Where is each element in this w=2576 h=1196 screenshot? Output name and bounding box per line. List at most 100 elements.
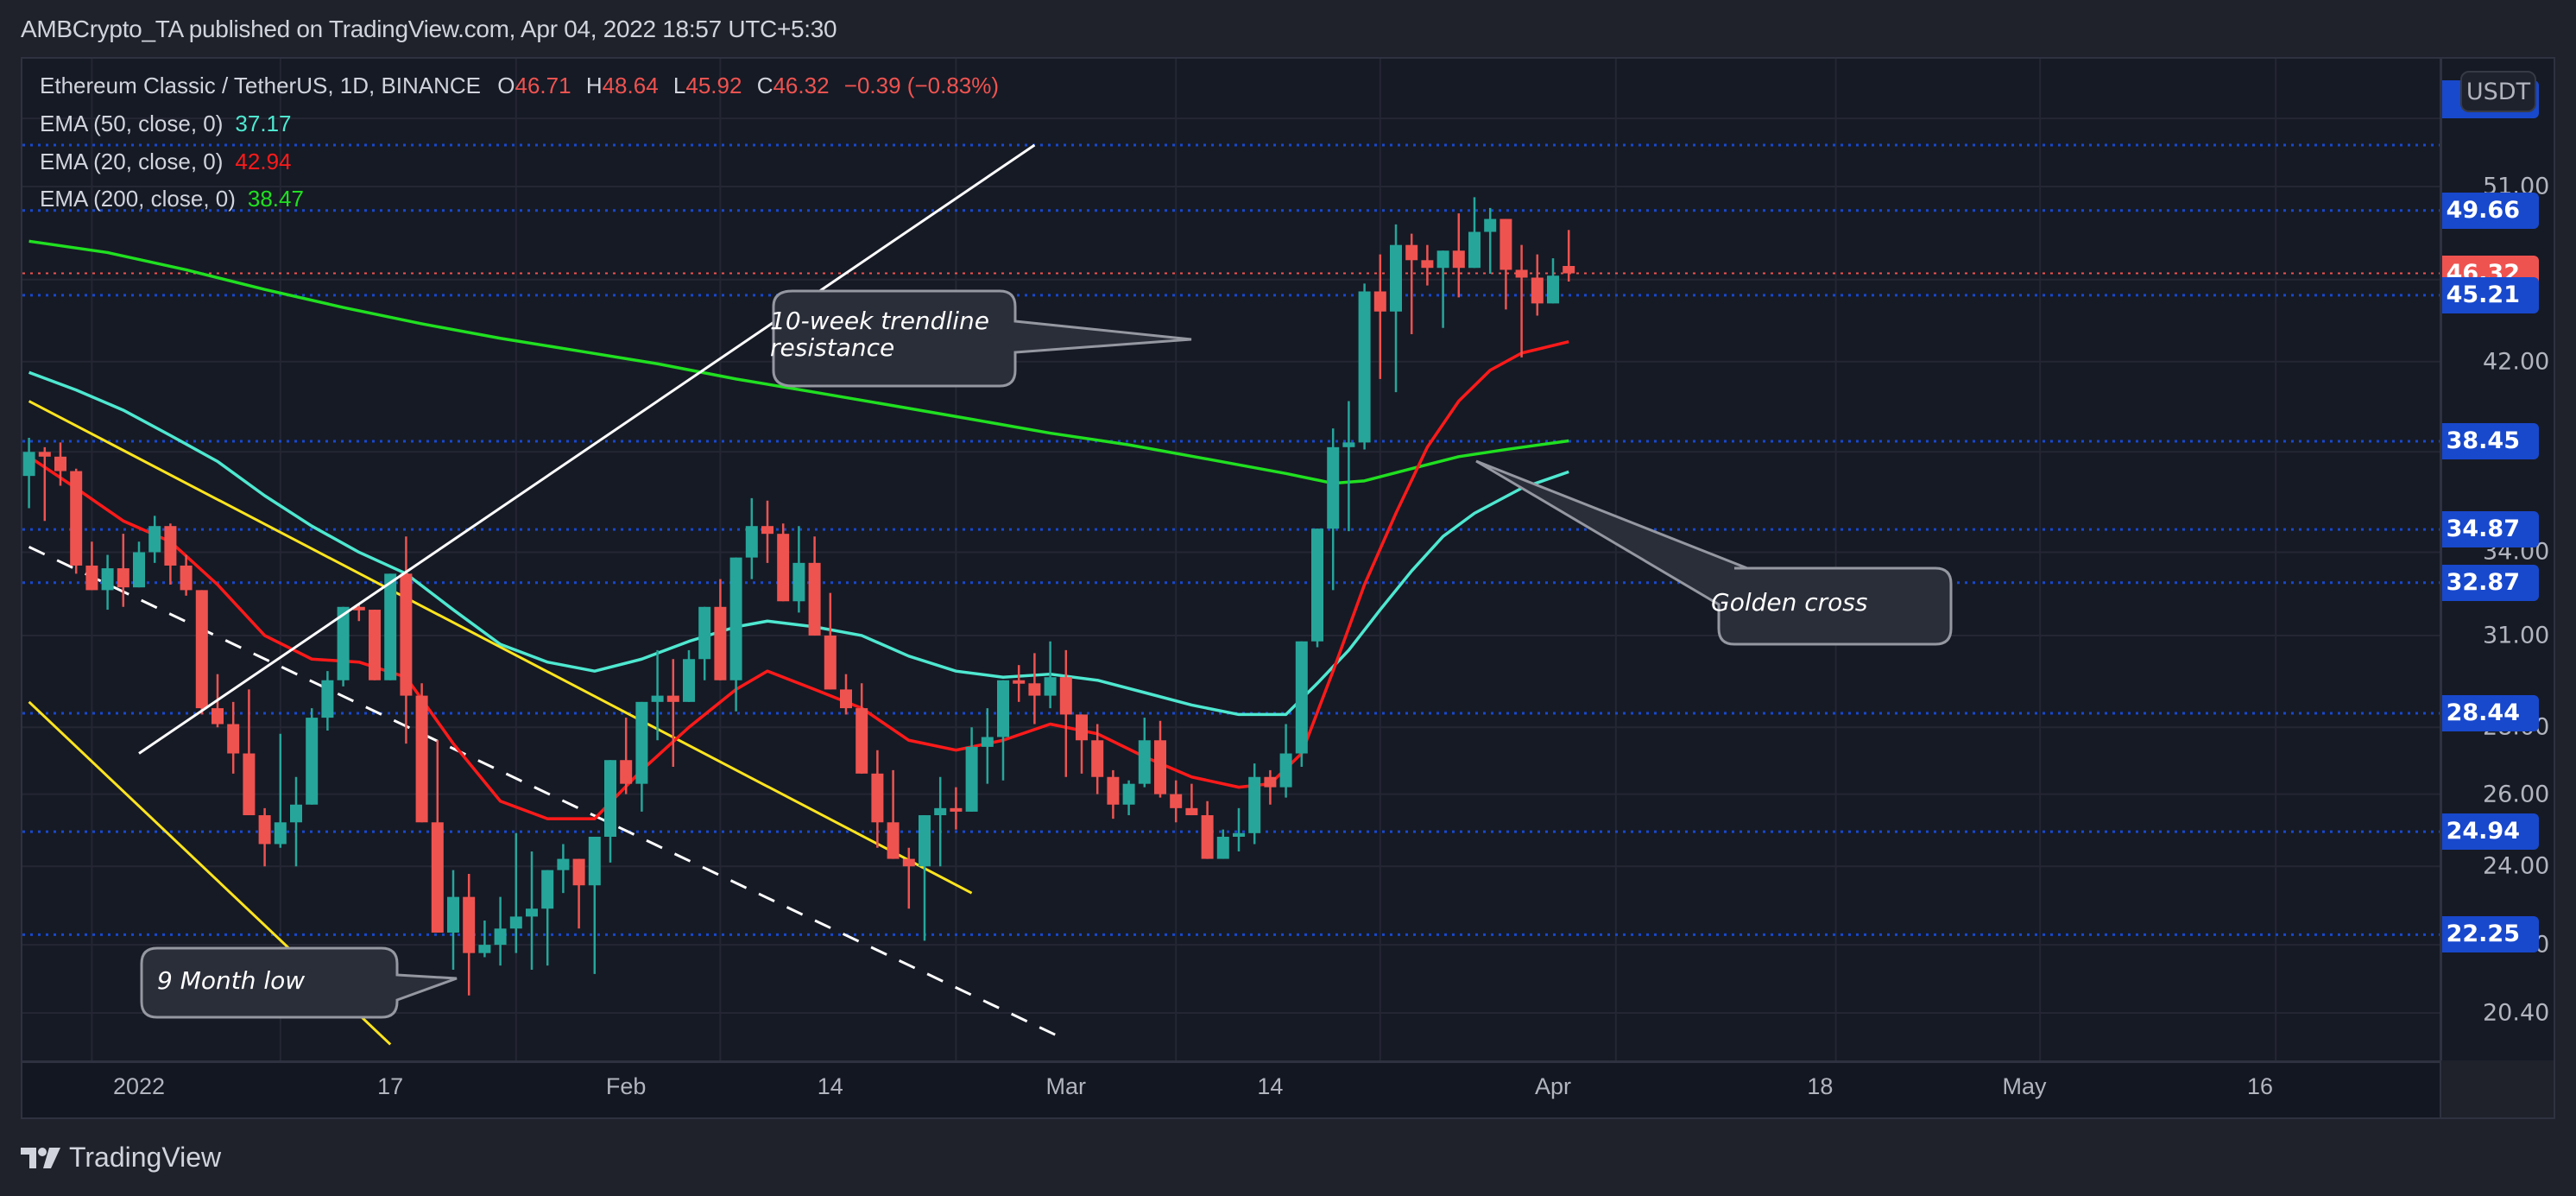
candle-body bbox=[965, 746, 978, 812]
candle-body bbox=[463, 896, 476, 953]
candle-body bbox=[274, 822, 287, 845]
candle-body bbox=[1500, 218, 1512, 270]
trendline-resistance bbox=[138, 143, 1036, 755]
channel-upper-line bbox=[28, 400, 973, 895]
level-price-badge: 32.87 bbox=[2442, 564, 2539, 601]
indicator-label: EMA (200, close, 0) bbox=[40, 186, 236, 212]
candle-body bbox=[871, 773, 884, 823]
candle-body bbox=[369, 610, 381, 680]
candle-body bbox=[212, 708, 224, 725]
candle-body bbox=[321, 680, 334, 718]
time-tick: May bbox=[2002, 1073, 2047, 1099]
price-tick: 26.00 bbox=[2483, 781, 2550, 808]
price-change: −0.39 (−0.83%) bbox=[843, 73, 1000, 98]
candle-body bbox=[683, 659, 695, 702]
indicator-value: 37.17 bbox=[235, 111, 292, 136]
ohlc-high: 48.64 bbox=[602, 73, 659, 98]
candle-body bbox=[1515, 269, 1528, 278]
tradingview-brand: TradingView bbox=[69, 1142, 222, 1173]
candle-body bbox=[1373, 291, 1386, 312]
time-tick: Mar bbox=[1045, 1073, 1087, 1099]
candle-body bbox=[698, 606, 711, 660]
time-axis[interactable]: 2022 17 Feb 14 Mar 14 Apr 18 May 16 bbox=[22, 1060, 2440, 1117]
candle-body bbox=[1216, 836, 1229, 859]
candle-body bbox=[85, 565, 98, 591]
candle-body bbox=[777, 534, 790, 602]
level-price-badge: 38.45 bbox=[2442, 423, 2539, 459]
candle-body bbox=[1248, 776, 1261, 833]
time-tick: 2022 bbox=[112, 1073, 166, 1099]
ohlc-low-label: L bbox=[672, 73, 686, 98]
candle-body bbox=[1107, 776, 1120, 805]
indicator-ema50[interactable]: EMA (50, close, 0) 37.17 bbox=[40, 111, 292, 137]
level-price-badge: 34.87 bbox=[2442, 511, 2539, 548]
candle-body bbox=[1342, 442, 1355, 447]
candle-body bbox=[1327, 446, 1340, 529]
candle-body bbox=[572, 858, 585, 886]
indicator-value: 42.94 bbox=[235, 149, 292, 174]
time-tick: 14 bbox=[817, 1073, 843, 1099]
ohlc-open-label: O bbox=[497, 73, 515, 98]
candle-body bbox=[1122, 783, 1135, 805]
candle-body bbox=[494, 928, 507, 946]
currency-button[interactable]: USDT bbox=[2460, 71, 2536, 112]
chart-pane[interactable] bbox=[22, 59, 2440, 1060]
candle-body bbox=[1091, 740, 1104, 777]
ohlc-high-label: H bbox=[585, 73, 603, 98]
candle-body bbox=[934, 807, 947, 816]
indicator-ema200[interactable]: EMA (200, close, 0) 38.47 bbox=[40, 186, 304, 212]
level-price-badge: 28.44 bbox=[2442, 694, 2539, 731]
callout-line: 10-week trendline bbox=[770, 307, 989, 335]
callout-line: resistance bbox=[770, 333, 895, 362]
candle-body bbox=[604, 760, 616, 837]
indicator-label: EMA (50, close, 0) bbox=[40, 111, 224, 136]
candle-body bbox=[902, 858, 915, 867]
time-tick: 18 bbox=[1807, 1073, 1834, 1099]
candle-body bbox=[337, 606, 350, 680]
candle-body bbox=[1421, 260, 1434, 269]
candle-body bbox=[290, 804, 302, 823]
candle-body bbox=[1390, 244, 1402, 312]
candle-body bbox=[447, 896, 459, 933]
ohlc-close: 46.32 bbox=[773, 73, 830, 98]
candle-body bbox=[306, 718, 319, 805]
candle-body bbox=[509, 916, 522, 929]
candle-body bbox=[557, 858, 570, 870]
candle-body bbox=[1311, 528, 1323, 642]
candle-body bbox=[352, 606, 365, 611]
candle-body bbox=[666, 695, 679, 702]
candle-body bbox=[526, 908, 538, 917]
time-tick: Feb bbox=[605, 1073, 647, 1099]
price-tick: 24.00 bbox=[2483, 852, 2550, 880]
level-price-badge: 49.66 bbox=[2442, 192, 2539, 229]
candle-body bbox=[1170, 794, 1183, 808]
candle-body bbox=[729, 557, 742, 680]
indicator-label: EMA (20, close, 0) bbox=[40, 149, 224, 174]
callout-golden-cross-bubble bbox=[1475, 459, 1953, 646]
indicator-ema20[interactable]: EMA (20, close, 0) 42.94 bbox=[40, 149, 292, 175]
candle-body bbox=[431, 822, 444, 933]
level-price-badge: 24.94 bbox=[2442, 813, 2539, 851]
candle-body bbox=[101, 568, 114, 591]
symbol-name: Ethereum Classic / TetherUS, 1D, BINANCE bbox=[40, 73, 482, 98]
candle-body bbox=[997, 680, 1009, 737]
candle-body bbox=[745, 526, 758, 558]
tradingview-logo[interactable]: TradingView bbox=[21, 1142, 221, 1174]
candle-body bbox=[887, 822, 900, 859]
price-chart[interactable] bbox=[22, 59, 2440, 1060]
ohlc-close-label: C bbox=[756, 73, 773, 98]
candle-body bbox=[1531, 277, 1544, 304]
candle-body bbox=[714, 606, 727, 680]
publish-info: AMBCrypto_TA published on TradingView.co… bbox=[21, 16, 837, 42]
level-price-badge: 22.25 bbox=[2442, 916, 2539, 953]
candle-body bbox=[22, 452, 35, 477]
candle-body bbox=[824, 635, 837, 690]
ohlc-open: 46.71 bbox=[515, 73, 571, 98]
callout-9-month-low-text: 9 Month low bbox=[157, 966, 306, 995]
candle-body bbox=[1013, 680, 1026, 684]
candle-body bbox=[651, 695, 664, 702]
callout-golden-cross-text: Golden cross bbox=[1711, 588, 1868, 617]
candle-body bbox=[620, 760, 633, 784]
time-tick: 16 bbox=[2246, 1073, 2274, 1099]
candle-body bbox=[1563, 265, 1575, 274]
